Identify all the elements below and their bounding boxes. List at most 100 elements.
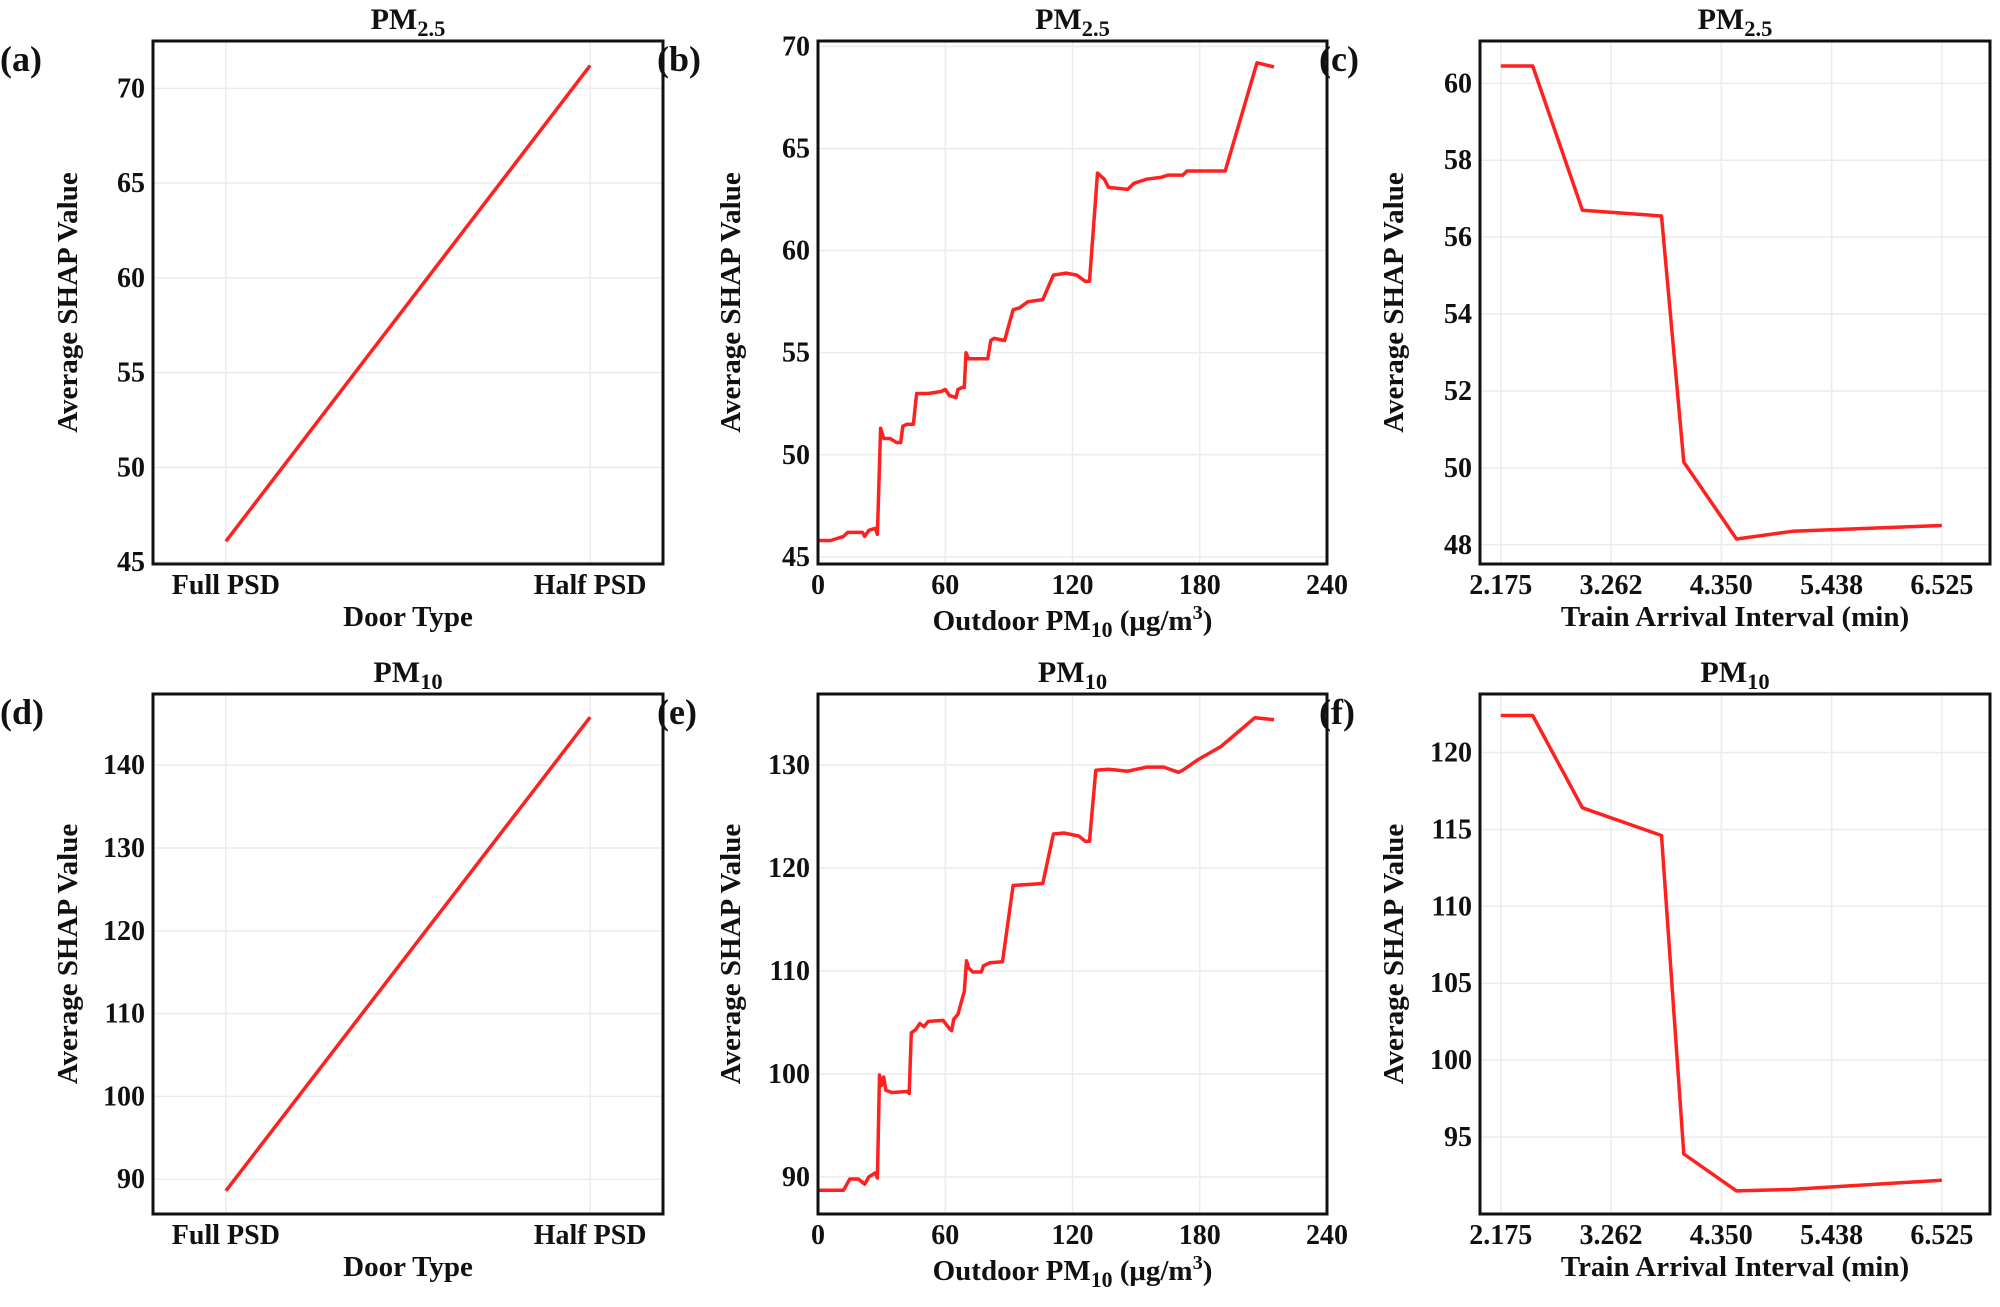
y-axis-label: Average SHAP Value	[52, 172, 84, 433]
x-tick-label: 5.438	[1800, 570, 1863, 601]
y-tick-label: 50	[1444, 453, 1472, 484]
axes-frame	[151, 692, 665, 1216]
y-axis-label: Average SHAP Value	[1378, 824, 1410, 1085]
x-tick-label: 0	[811, 570, 825, 601]
text-run: 2.5	[417, 16, 445, 41]
x-axis-label: Door Type	[343, 1251, 473, 1283]
y-tick-label: 55	[117, 358, 145, 389]
series-line	[818, 715, 1275, 1193]
x-axis-label: Outdoor PM10​ (μg/m3​)	[933, 602, 1213, 642]
x-axis-label: Door Type	[343, 601, 473, 633]
panel-title: PM2.5​	[1035, 3, 1110, 41]
panel-title: PM10​	[1038, 656, 1107, 694]
x-tick-label: 3.262	[1579, 1220, 1642, 1251]
x-tick-label: 6.525	[1910, 570, 1973, 601]
series-line	[224, 716, 592, 1192]
y-tick-label: 100	[103, 1081, 145, 1112]
text-run: )	[1203, 605, 1213, 637]
y-tick-label: 100	[768, 1059, 810, 1090]
panel-c: 2.175 3.262 4.350 5.438 6.525 48 50 52 54 56 58 60 P…	[1319, 3, 1992, 633]
y-axis-label: Average SHAP Value	[715, 172, 747, 433]
panel-title: PM10​	[373, 656, 442, 694]
axes-frame	[1478, 692, 1992, 1216]
text-run: 10	[1091, 1268, 1113, 1292]
x-tick-label: 5.438	[1800, 1220, 1863, 1251]
text-run: Outdoor PM	[933, 605, 1091, 637]
panel-title: PM2.5​	[1698, 3, 1773, 41]
y-tick-label: 60	[117, 263, 145, 294]
axes-frame	[816, 692, 1329, 1216]
x-tick-label: 3.262	[1579, 570, 1642, 601]
y-tick-label: 110	[770, 956, 810, 987]
text-run: Train Arrival Interval (min)	[1561, 1251, 1909, 1283]
text-run: PM	[1700, 656, 1747, 689]
text-run: 2.5	[1744, 16, 1772, 41]
y-tick-label: 130	[768, 750, 810, 781]
x-tick-label: 2.175	[1469, 570, 1532, 601]
y-tick-label: 90	[782, 1162, 810, 1193]
panel-label: (c)	[1319, 39, 1359, 79]
text-run: 10	[1747, 669, 1770, 694]
x-tick-label: 180	[1179, 570, 1221, 601]
x-tick-label: 6.525	[1910, 1220, 1973, 1251]
panel-label: (f)	[1319, 692, 1355, 732]
y-axis-label: Average SHAP Value	[715, 824, 747, 1085]
y-tick-label: 130	[103, 833, 145, 864]
text-run: 10	[1091, 618, 1113, 642]
text-run: PM	[1038, 656, 1085, 689]
y-tick-label: 120	[768, 853, 810, 884]
y-tick-label: 45	[117, 547, 145, 578]
x-tick-label: 240	[1306, 1220, 1348, 1251]
y-tick-label: 60	[782, 236, 810, 267]
y-tick-label: 52	[1444, 376, 1472, 407]
x-tick-label: Full PSD	[172, 1220, 280, 1251]
x-tick-label: 0	[811, 1220, 825, 1251]
text-run: Train Arrival Interval (min)	[1561, 601, 1909, 633]
x-tick-label: 60	[931, 570, 959, 601]
panel-label: (d)	[0, 692, 44, 732]
axes-frame	[816, 39, 1329, 566]
y-tick-label: 50	[782, 440, 810, 471]
y-tick-label: 110	[105, 999, 145, 1030]
x-tick-label: 180	[1179, 1220, 1221, 1251]
y-axis-label: Average SHAP Value	[52, 824, 84, 1085]
series-line	[224, 64, 592, 543]
text-run: 3	[1193, 602, 1203, 624]
x-tick-label: 4.350	[1690, 1220, 1753, 1251]
y-tick-label: 65	[782, 134, 810, 165]
panel-f: 2.175 3.262 4.350 5.438 6.525 95 100 105 110 115 1…	[1319, 656, 1992, 1283]
y-axis-label: Average SHAP Value	[1378, 172, 1410, 433]
x-tick-label: 2.175	[1469, 1220, 1532, 1251]
text-run: Door Type	[343, 1251, 473, 1283]
text-run: 3	[1193, 1252, 1203, 1274]
y-tick-label: 70	[117, 73, 145, 104]
y-tick-label: 45	[782, 542, 810, 573]
x-tick-label: 4.350	[1690, 570, 1753, 601]
y-tick-label: 120	[1430, 737, 1472, 768]
x-tick-label: 120	[1052, 1220, 1094, 1251]
y-tick-label: 140	[103, 750, 145, 781]
x-axis-label: Train Arrival Interval (min)	[1561, 601, 1909, 633]
panel-label: (e)	[657, 692, 697, 732]
y-tick-label: 48	[1444, 530, 1472, 561]
y-tick-label: 60	[1444, 68, 1472, 99]
axes-frame	[151, 39, 665, 566]
y-tick-label: 120	[103, 916, 145, 947]
y-tick-label: 70	[782, 32, 810, 63]
x-tick-label: 120	[1052, 570, 1094, 601]
text-run: Door Type	[343, 601, 473, 633]
panel-label: (b)	[657, 39, 701, 79]
y-tick-label: 55	[782, 338, 810, 369]
text-run: Outdoor PM	[933, 1255, 1091, 1287]
text-run: (μg/m	[1113, 1255, 1193, 1287]
text-run: 10	[1085, 669, 1108, 694]
y-tick-label: 54	[1444, 299, 1472, 330]
y-tick-label: 50	[117, 452, 145, 483]
y-tick-label: 115	[1432, 814, 1472, 845]
series-line	[1500, 64, 1942, 541]
y-tick-label: 90	[117, 1164, 145, 1195]
panel-title: PM2.5​	[371, 3, 446, 41]
panel-a: Full PSD Half PSD 45 50 55 60 65 70 PM2.5​ Door T…	[0, 3, 665, 633]
y-tick-label: 100	[1430, 1045, 1472, 1076]
